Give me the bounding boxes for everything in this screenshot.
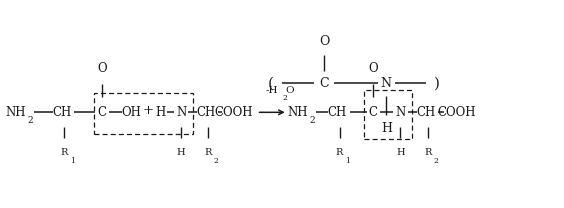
Text: NH: NH — [288, 106, 308, 119]
Text: O: O — [319, 35, 329, 48]
Text: H: H — [177, 148, 186, 157]
Text: O: O — [368, 62, 378, 75]
Text: H: H — [381, 123, 392, 135]
Text: 2: 2 — [309, 116, 315, 125]
Text: +: + — [143, 104, 154, 117]
Text: CH: CH — [416, 106, 435, 119]
Text: O: O — [285, 86, 294, 95]
Text: CH: CH — [328, 106, 347, 119]
Text: H: H — [155, 106, 165, 119]
Text: COOH: COOH — [215, 106, 253, 119]
Text: ): ) — [434, 76, 440, 90]
Text: C: C — [319, 77, 329, 90]
Text: 2: 2 — [214, 157, 218, 165]
Text: OH: OH — [121, 106, 141, 119]
Text: 2: 2 — [27, 116, 33, 125]
Text: H: H — [396, 148, 405, 157]
Text: N: N — [381, 77, 392, 90]
Bar — [364, 90, 412, 139]
Text: R: R — [60, 148, 68, 157]
Text: 1: 1 — [345, 157, 350, 165]
Text: CH: CH — [196, 106, 215, 119]
Text: 2: 2 — [283, 94, 287, 102]
Text: O: O — [97, 62, 107, 75]
Text: 1: 1 — [70, 157, 74, 165]
Text: 2: 2 — [434, 157, 438, 165]
Text: N: N — [176, 106, 186, 119]
Text: R: R — [424, 148, 432, 157]
Bar — [94, 93, 193, 134]
Text: COOH: COOH — [438, 106, 476, 119]
Text: (: ( — [268, 76, 274, 90]
Text: R: R — [204, 148, 212, 157]
Text: R: R — [336, 148, 343, 157]
Text: N: N — [395, 106, 406, 119]
Text: CH: CH — [52, 106, 72, 119]
Text: C: C — [98, 106, 107, 119]
Text: -H: -H — [266, 86, 278, 95]
Text: NH: NH — [6, 106, 26, 119]
Text: C: C — [369, 106, 378, 119]
